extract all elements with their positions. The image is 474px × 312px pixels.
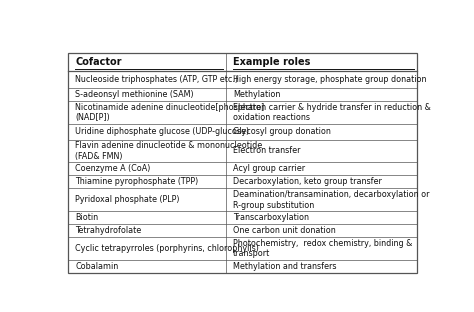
Text: Cofactor: Cofactor <box>75 57 121 67</box>
Text: Coenzyme A (CoA): Coenzyme A (CoA) <box>75 164 150 173</box>
Text: Methylation: Methylation <box>233 90 281 99</box>
Text: Cyclic tetrapyrroles (porphyrins, chlorophylls): Cyclic tetrapyrroles (porphyrins, chloro… <box>75 244 259 253</box>
Text: S-adeonsyl methionine (SAM): S-adeonsyl methionine (SAM) <box>75 90 194 99</box>
Text: Tetrahydrofolate: Tetrahydrofolate <box>75 226 141 235</box>
Text: Methylation and transfers: Methylation and transfers <box>233 262 337 271</box>
Text: Deamination/transamination, decarboxylation or
R-group substitution: Deamination/transamination, decarboxylat… <box>233 190 429 210</box>
Text: Thiamine pyrophosphate (TPP): Thiamine pyrophosphate (TPP) <box>75 177 198 186</box>
Text: Nucleoside triphosphates (ATP, GTP etc.): Nucleoside triphosphates (ATP, GTP etc.) <box>75 75 238 84</box>
Text: Cobalamin: Cobalamin <box>75 262 118 271</box>
Text: Photochemistry,  redox chemistry, binding &
transport: Photochemistry, redox chemistry, binding… <box>233 239 412 258</box>
Text: One carbon unit donation: One carbon unit donation <box>233 226 336 235</box>
Text: High energy storage, phosphate group donation: High energy storage, phosphate group don… <box>233 75 427 84</box>
Text: Electron transfer: Electron transfer <box>233 146 301 155</box>
Text: Transcarboxylation: Transcarboxylation <box>233 213 309 222</box>
Text: Glycosyl group donation: Glycosyl group donation <box>233 127 331 136</box>
Text: Biotin: Biotin <box>75 213 98 222</box>
Text: Pyridoxal phosphate (PLP): Pyridoxal phosphate (PLP) <box>75 195 180 204</box>
Text: Flavin adenine dinucleotide & mononucleotide
(FAD& FMN): Flavin adenine dinucleotide & mononucleo… <box>75 141 262 161</box>
Text: Decarboxylation, keto group transfer: Decarboxylation, keto group transfer <box>233 177 382 186</box>
Text: Acyl group carrier: Acyl group carrier <box>233 164 305 173</box>
Text: Uridine diphosphate glucose (UDP-glucose): Uridine diphosphate glucose (UDP-glucose… <box>75 127 249 136</box>
Text: Electron carrier & hydride transfer in reduction &
oxidation reactions: Electron carrier & hydride transfer in r… <box>233 103 431 122</box>
Text: Example roles: Example roles <box>233 57 310 67</box>
Text: Nicotinamide adenine dinucleotide[phosphate]
(NAD[P]): Nicotinamide adenine dinucleotide[phosph… <box>75 103 264 122</box>
